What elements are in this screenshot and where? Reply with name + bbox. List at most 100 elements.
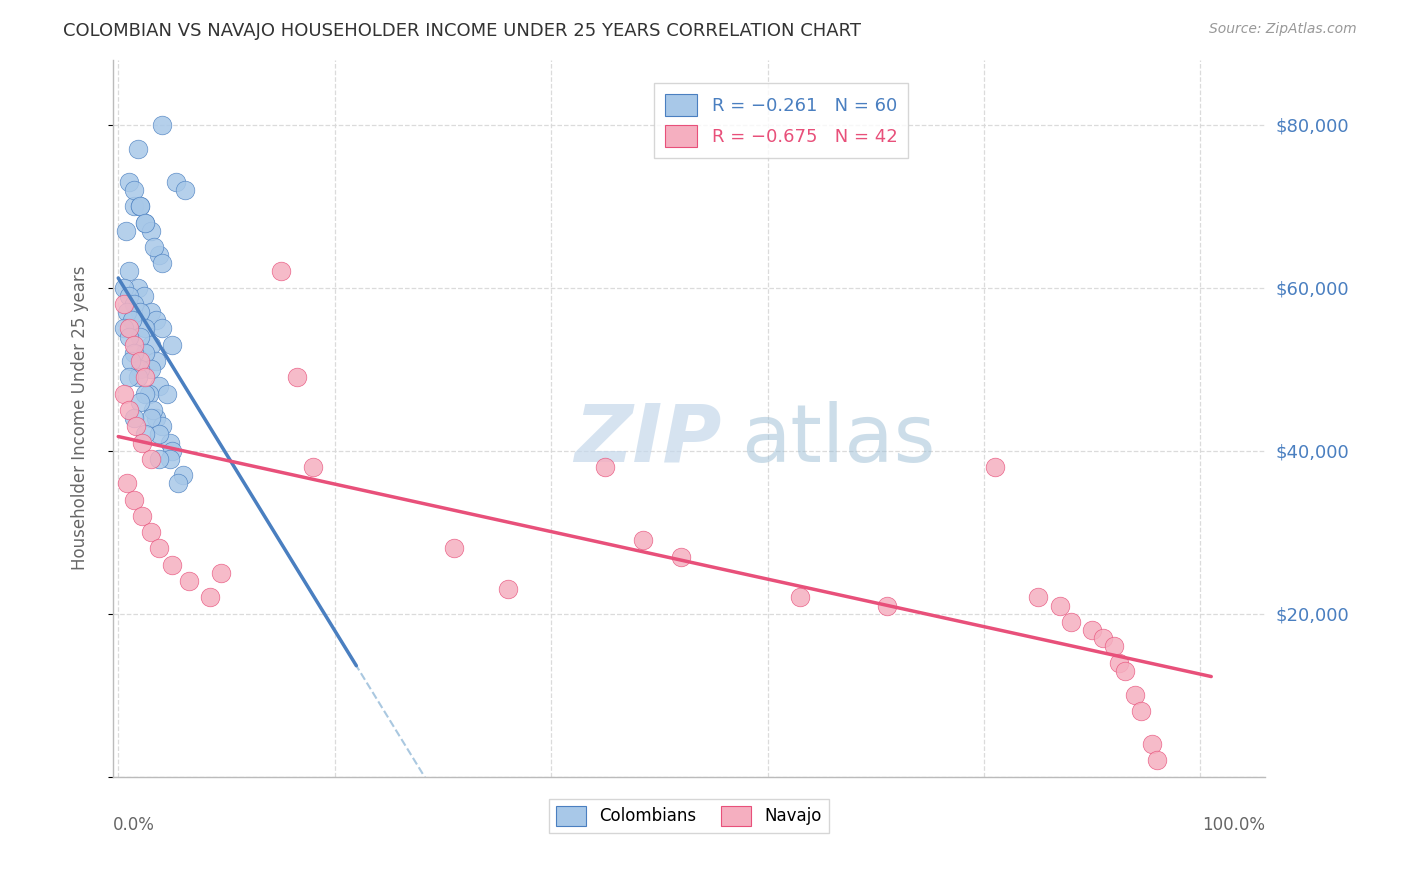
Point xyxy=(142,403,165,417)
Point xyxy=(443,541,465,556)
Point xyxy=(789,591,811,605)
Point xyxy=(131,435,153,450)
Point xyxy=(148,378,170,392)
Point xyxy=(118,264,141,278)
Legend: Colombians, Navajo: Colombians, Navajo xyxy=(550,799,830,833)
Point xyxy=(114,224,136,238)
Point xyxy=(285,370,308,384)
Text: COLOMBIAN VS NAVAJO HOUSEHOLDER INCOME UNDER 25 YEARS CORRELATION CHART: COLOMBIAN VS NAVAJO HOUSEHOLDER INCOME U… xyxy=(63,22,862,40)
Point xyxy=(1026,591,1049,605)
Point xyxy=(138,386,160,401)
Point xyxy=(129,354,152,368)
Point xyxy=(156,386,179,401)
Point xyxy=(270,264,292,278)
Point xyxy=(150,419,173,434)
Point xyxy=(200,591,222,605)
Point xyxy=(150,321,173,335)
Point xyxy=(118,175,141,189)
Point xyxy=(129,329,152,343)
Point xyxy=(134,289,156,303)
Point xyxy=(118,321,141,335)
Point xyxy=(134,216,156,230)
Point xyxy=(134,346,156,360)
Point xyxy=(129,199,152,213)
Point xyxy=(159,451,181,466)
Point xyxy=(145,313,167,327)
Text: 0.0%: 0.0% xyxy=(112,816,155,834)
Point xyxy=(124,346,146,360)
Point xyxy=(124,183,146,197)
Point xyxy=(145,411,167,425)
Point xyxy=(302,460,325,475)
Point xyxy=(1092,631,1115,645)
Point xyxy=(115,476,138,491)
Point xyxy=(115,305,138,319)
Point xyxy=(118,329,141,343)
Point xyxy=(165,175,187,189)
Point xyxy=(159,435,181,450)
Point xyxy=(134,216,156,230)
Point xyxy=(112,321,135,335)
Point xyxy=(134,386,156,401)
Point xyxy=(124,419,146,434)
Point xyxy=(1125,688,1147,702)
Point xyxy=(124,199,146,213)
Point xyxy=(172,468,194,483)
Point xyxy=(139,305,162,319)
Point xyxy=(129,305,152,319)
Point xyxy=(129,199,152,213)
Point xyxy=(148,541,170,556)
Point xyxy=(112,297,135,311)
Point xyxy=(145,354,167,368)
Point xyxy=(134,321,156,335)
Text: Source: ZipAtlas.com: Source: ZipAtlas.com xyxy=(1209,22,1357,37)
Point xyxy=(139,451,162,466)
Point xyxy=(631,533,654,548)
Point xyxy=(139,362,162,376)
Point xyxy=(139,525,162,540)
Point xyxy=(150,118,173,132)
Point xyxy=(593,460,616,475)
Point xyxy=(162,338,184,352)
Point xyxy=(1102,640,1125,654)
Point xyxy=(129,362,152,376)
Point xyxy=(1129,705,1152,719)
Point xyxy=(148,451,170,466)
Text: ZIP: ZIP xyxy=(574,401,721,479)
Point xyxy=(131,508,153,523)
Point xyxy=(1114,664,1136,678)
Point xyxy=(162,558,184,572)
Point xyxy=(209,566,232,580)
Point xyxy=(150,256,173,270)
Point xyxy=(120,354,142,368)
Point xyxy=(669,549,692,564)
Point xyxy=(148,248,170,262)
Point xyxy=(139,224,162,238)
Point xyxy=(876,599,898,613)
Point xyxy=(127,370,149,384)
Point xyxy=(177,574,200,588)
Point xyxy=(139,411,162,425)
Point xyxy=(127,142,149,156)
Point xyxy=(143,240,166,254)
Point xyxy=(1140,737,1163,751)
Point xyxy=(121,313,143,327)
Point xyxy=(124,411,146,425)
Point xyxy=(134,370,156,384)
Point xyxy=(148,427,170,442)
Point xyxy=(118,370,141,384)
Point xyxy=(112,386,135,401)
Point xyxy=(1049,599,1071,613)
Point xyxy=(134,427,156,442)
Y-axis label: Householder Income Under 25 years: Householder Income Under 25 years xyxy=(72,266,89,570)
Point xyxy=(162,443,184,458)
Point xyxy=(118,289,141,303)
Point xyxy=(124,297,146,311)
Point xyxy=(174,183,197,197)
Point xyxy=(1108,656,1130,670)
Point xyxy=(118,403,141,417)
Point xyxy=(166,476,188,491)
Point xyxy=(1059,615,1081,629)
Point xyxy=(1081,623,1104,637)
Point xyxy=(112,281,135,295)
